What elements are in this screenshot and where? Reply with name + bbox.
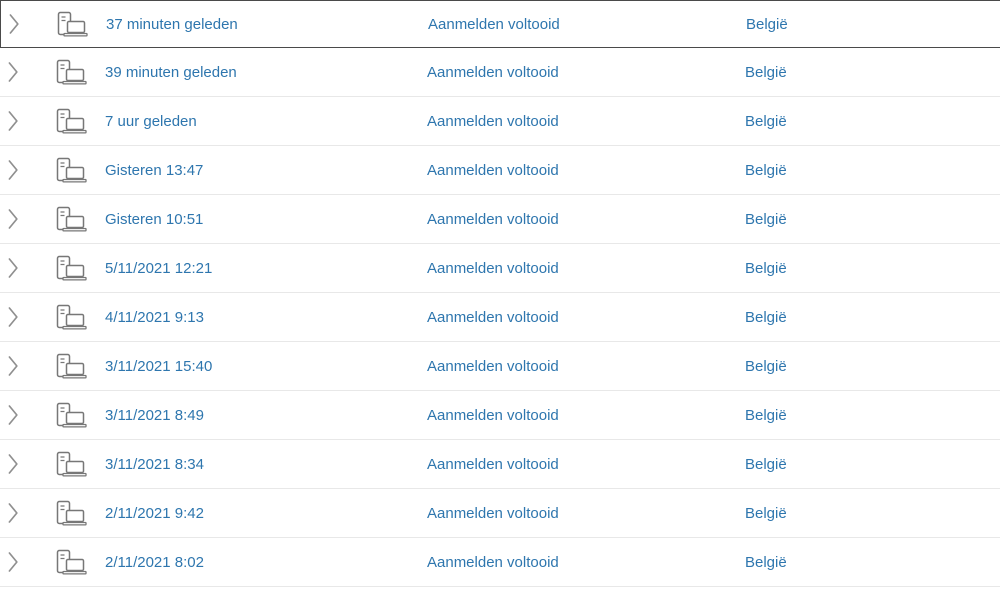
activity-time: 39 minuten geleden	[105, 63, 237, 81]
activity-country: België	[745, 63, 787, 81]
activity-status: Aanmelden voltooid	[427, 210, 559, 228]
activity-country: België	[745, 308, 787, 326]
activity-status: Aanmelden voltooid	[428, 15, 560, 33]
activity-row[interactable]: Gisteren 13:47 Aanmelden voltooid België	[0, 146, 1000, 195]
chevron-right-icon[interactable]	[5, 402, 21, 428]
activity-row[interactable]: 3/11/2021 8:49 Aanmelden voltooid België	[0, 391, 1000, 440]
activity-country: België	[745, 553, 787, 571]
activity-row[interactable]: 4/11/2021 9:13 Aanmelden voltooid België	[0, 293, 1000, 342]
activity-country: België	[746, 15, 788, 33]
activity-status: Aanmelden voltooid	[427, 112, 559, 130]
devices-icon	[55, 9, 89, 39]
activity-country: België	[745, 357, 787, 375]
activity-country: België	[745, 259, 787, 277]
activity-time: Gisteren 10:51	[105, 210, 204, 228]
devices-icon	[54, 400, 88, 430]
activity-row[interactable]: 37 minuten geleden Aanmelden voltooid Be…	[0, 0, 1000, 52]
devices-icon	[54, 253, 88, 283]
devices-icon	[54, 449, 88, 479]
activity-time: 37 minuten geleden	[106, 15, 238, 33]
activity-country: België	[745, 112, 787, 130]
devices-icon	[54, 351, 88, 381]
devices-icon	[54, 106, 88, 136]
chevron-right-icon[interactable]	[5, 59, 21, 85]
chevron-right-icon[interactable]	[5, 157, 21, 183]
devices-icon	[54, 204, 88, 234]
activity-country: België	[745, 406, 787, 424]
devices-icon	[54, 57, 88, 87]
activity-time: 4/11/2021 9:13	[105, 308, 204, 326]
activity-row[interactable]: 3/11/2021 8:34 Aanmelden voltooid België	[0, 440, 1000, 489]
activity-time: 2/11/2021 9:42	[105, 504, 204, 522]
activity-row[interactable]: 7 uur geleden Aanmelden voltooid België	[0, 97, 1000, 146]
activity-row[interactable]: 39 minuten geleden Aanmelden voltooid Be…	[0, 48, 1000, 97]
activity-status: Aanmelden voltooid	[427, 406, 559, 424]
activity-row[interactable]: 2/11/2021 8:02 Aanmelden voltooid België	[0, 538, 1000, 587]
activity-time: 3/11/2021 8:34	[105, 455, 204, 473]
chevron-right-icon[interactable]	[5, 108, 21, 134]
chevron-right-icon[interactable]	[5, 500, 21, 526]
activity-status: Aanmelden voltooid	[427, 308, 559, 326]
chevron-right-icon[interactable]	[6, 11, 22, 37]
activity-time: 7 uur geleden	[105, 112, 197, 130]
devices-icon	[54, 498, 88, 528]
activity-country: België	[745, 455, 787, 473]
activity-time: 3/11/2021 8:49	[105, 406, 204, 424]
activity-row[interactable]: Gisteren 10:51 Aanmelden voltooid België	[0, 195, 1000, 244]
devices-icon	[54, 155, 88, 185]
devices-icon	[54, 547, 88, 577]
activity-status: Aanmelden voltooid	[427, 455, 559, 473]
activity-status: Aanmelden voltooid	[427, 259, 559, 277]
activity-time: 2/11/2021 8:02	[105, 553, 204, 571]
activity-status: Aanmelden voltooid	[427, 553, 559, 571]
activity-row[interactable]: 3/11/2021 15:40 Aanmelden voltooid Belgi…	[0, 342, 1000, 391]
chevron-right-icon[interactable]	[5, 549, 21, 575]
activity-time: Gisteren 13:47	[105, 161, 204, 179]
activity-country: België	[745, 161, 787, 179]
activity-country: België	[745, 210, 787, 228]
devices-icon	[54, 302, 88, 332]
activity-status: Aanmelden voltooid	[427, 357, 559, 375]
activity-status: Aanmelden voltooid	[427, 504, 559, 522]
activity-time: 5/11/2021 12:21	[105, 259, 213, 277]
chevron-right-icon[interactable]	[5, 451, 21, 477]
chevron-right-icon[interactable]	[5, 255, 21, 281]
activity-time: 3/11/2021 15:40	[105, 357, 213, 375]
chevron-right-icon[interactable]	[5, 304, 21, 330]
activity-status: Aanmelden voltooid	[427, 161, 559, 179]
activity-row[interactable]: 2/11/2021 9:42 Aanmelden voltooid België	[0, 489, 1000, 538]
chevron-right-icon[interactable]	[5, 353, 21, 379]
activity-row[interactable]: 5/11/2021 12:21 Aanmelden voltooid Belgi…	[0, 244, 1000, 293]
activity-country: België	[745, 504, 787, 522]
chevron-right-icon[interactable]	[5, 206, 21, 232]
activity-status: Aanmelden voltooid	[427, 63, 559, 81]
